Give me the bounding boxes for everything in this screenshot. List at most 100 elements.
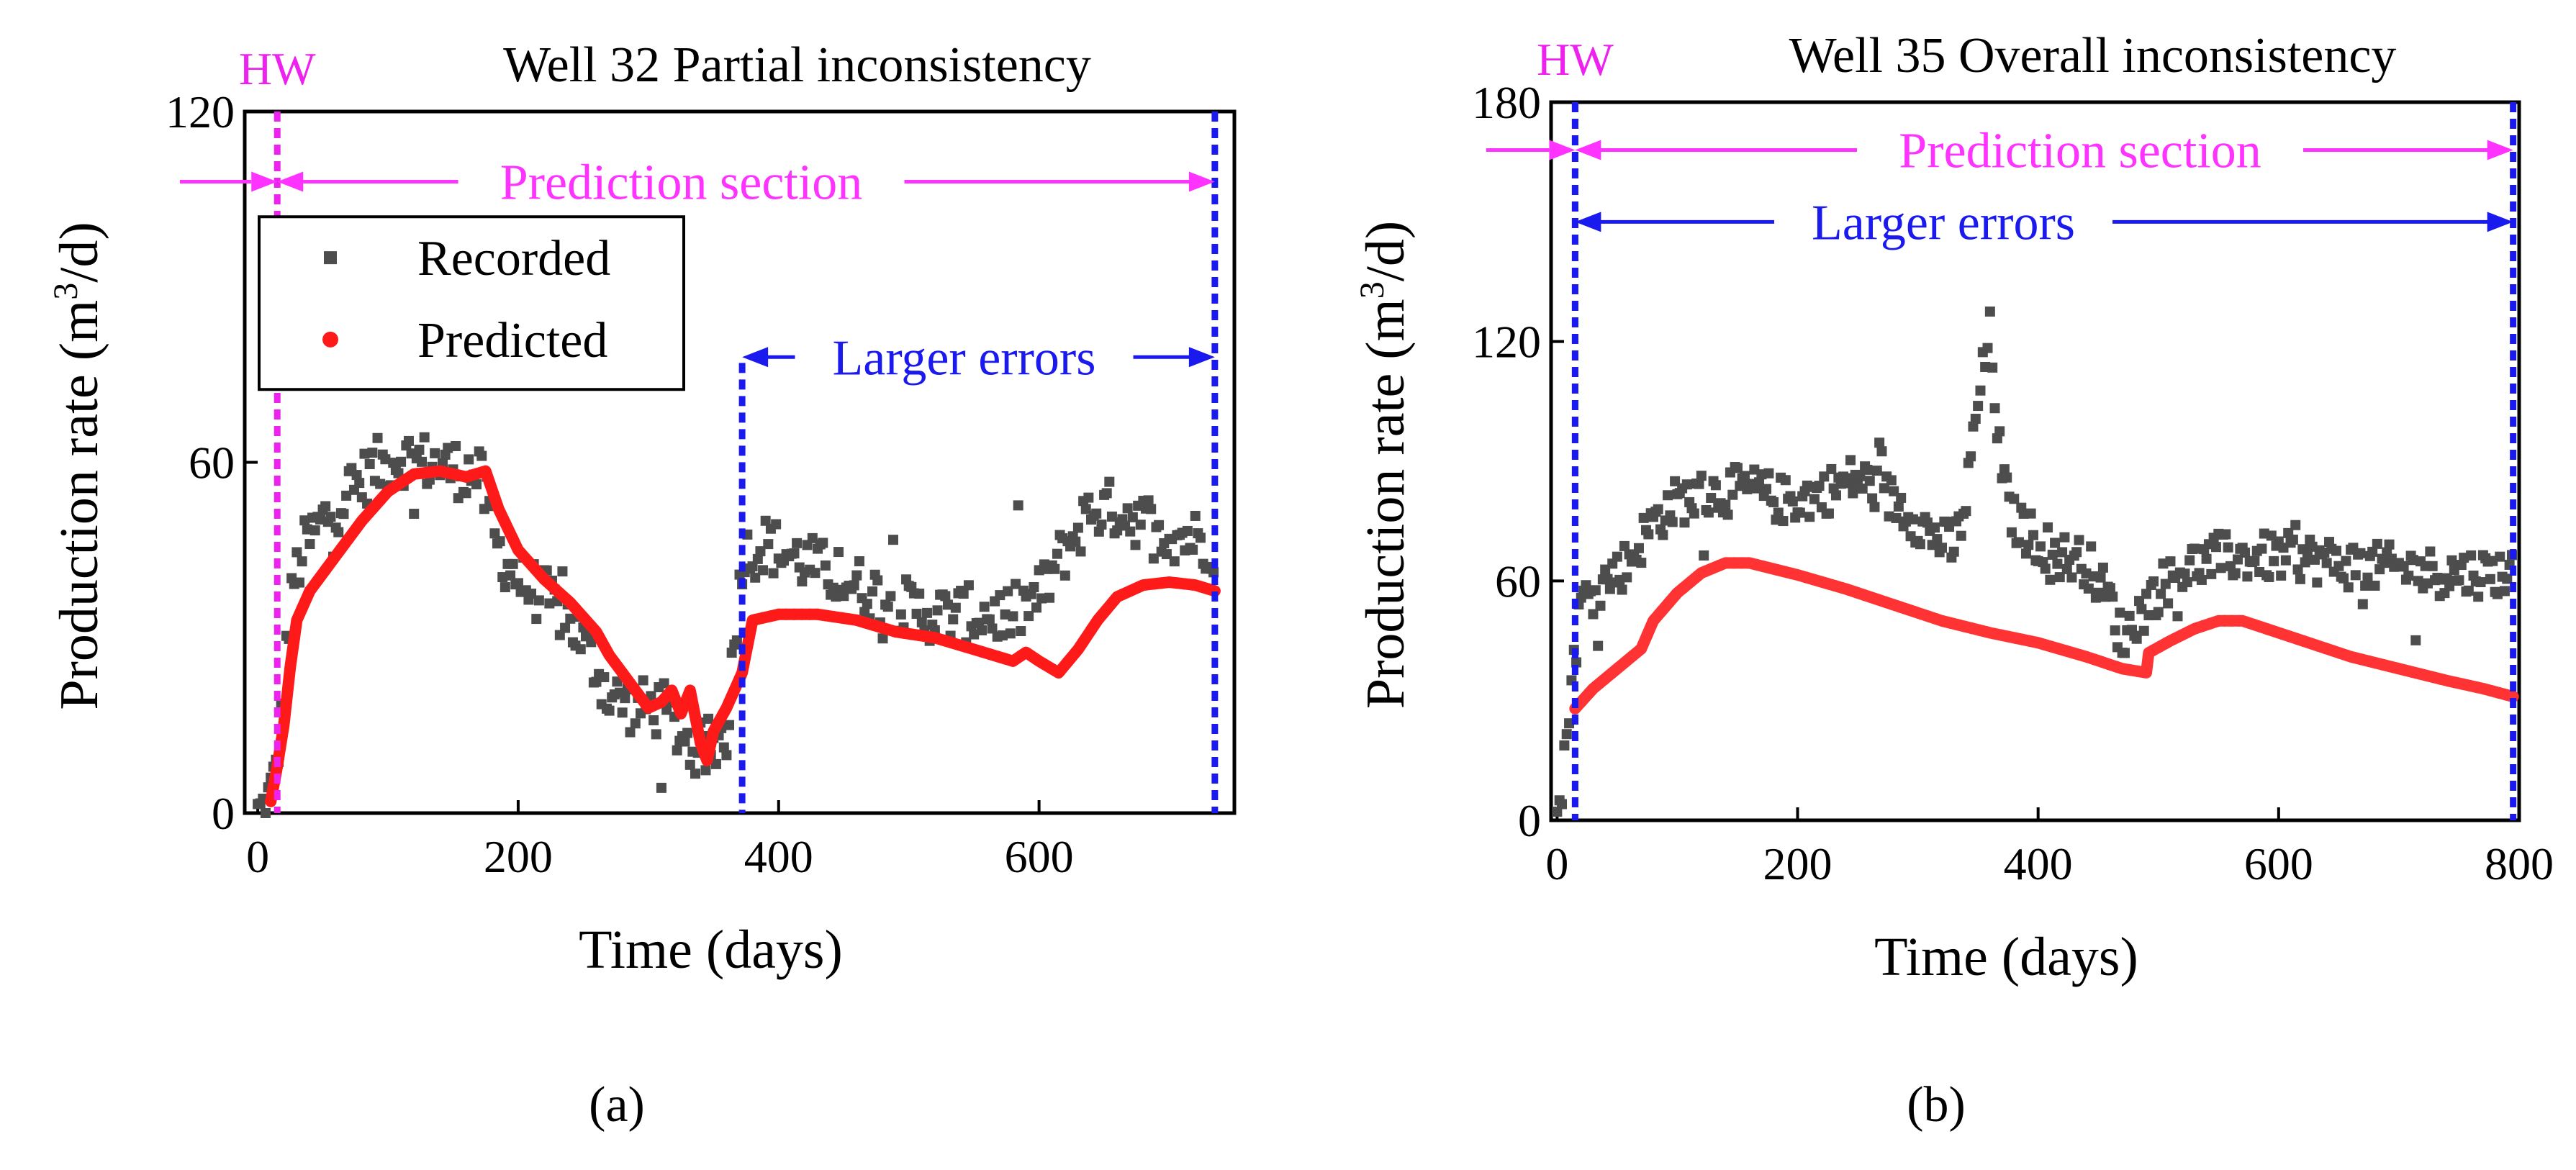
recorded-point bbox=[1780, 475, 1791, 486]
recorded-point bbox=[940, 591, 951, 602]
recorded-point bbox=[1154, 520, 1165, 530]
recorded-point bbox=[1013, 500, 1023, 511]
predicted-point bbox=[374, 494, 387, 507]
recorded-point bbox=[1915, 539, 1925, 550]
recorded-point bbox=[1862, 464, 1873, 475]
recorded-point bbox=[2156, 589, 2166, 599]
recorded-point bbox=[1740, 471, 1750, 481]
recorded-point bbox=[2110, 625, 2120, 636]
recorded-point bbox=[1814, 481, 1825, 491]
recorded-point bbox=[977, 625, 988, 635]
y-axis-label-superscript: 3 bbox=[1353, 281, 1391, 299]
recorded-point bbox=[2107, 591, 2118, 602]
recorded-point bbox=[2160, 579, 2171, 589]
recorded-point bbox=[1768, 496, 1779, 507]
predicted-point bbox=[593, 630, 605, 643]
recorded-point bbox=[914, 589, 925, 599]
recorded-point bbox=[2425, 546, 2436, 557]
recorded-point bbox=[1970, 414, 1981, 425]
chart-panel-a: 0 200 400 600 0 60 120 Time (days) Production ra… bbox=[47, 37, 1237, 1133]
recorded-point bbox=[1083, 492, 1094, 503]
x-axis-label: Time (days) bbox=[1874, 927, 2138, 987]
recorded-point bbox=[1612, 551, 1622, 562]
recorded-point bbox=[849, 580, 859, 591]
recorded-point bbox=[393, 468, 404, 479]
recorded-point bbox=[2372, 538, 2382, 549]
recorded-point bbox=[1778, 516, 1789, 527]
recorded-point bbox=[1643, 529, 1654, 540]
recorded-point bbox=[895, 609, 906, 620]
recorded-point bbox=[403, 435, 414, 446]
recorded-point bbox=[2115, 607, 2125, 618]
recorded-point bbox=[1617, 584, 1627, 595]
recorded-point bbox=[2499, 586, 2510, 597]
x-tick-label: 0 bbox=[1545, 838, 1568, 889]
recorded-point bbox=[325, 512, 336, 522]
recorded-point bbox=[443, 443, 453, 453]
recorded-point bbox=[372, 432, 383, 443]
recorded-point bbox=[533, 595, 544, 606]
chart-panel-b: 0 200 400 600 800 0 60 120 180 Time (days) Product… bbox=[1353, 28, 2554, 1133]
recorded-point bbox=[854, 556, 864, 567]
x-tick-label: 800 bbox=[2485, 838, 2554, 889]
x-tick-label: 400 bbox=[2004, 838, 2073, 889]
recorded-point bbox=[2427, 561, 2438, 571]
predicted-point bbox=[343, 532, 355, 545]
recorded-point bbox=[2350, 570, 2361, 581]
recorded-point bbox=[2054, 572, 2065, 583]
recorded-point bbox=[1011, 579, 1021, 589]
recorded-point bbox=[2360, 580, 2371, 591]
x-axis-label: Time (days) bbox=[579, 920, 843, 980]
x-tick-label: 600 bbox=[1005, 831, 1074, 882]
recorded-point bbox=[1096, 520, 1107, 530]
predicted-point bbox=[663, 687, 675, 699]
recorded-point bbox=[1003, 586, 1013, 597]
recorded-point bbox=[1208, 567, 1219, 578]
recorded-point bbox=[1864, 476, 1875, 486]
recorded-point bbox=[586, 637, 597, 648]
recorded-point bbox=[333, 527, 344, 538]
recorded-point bbox=[979, 602, 990, 612]
y-axis-label-superscript: 3 bbox=[47, 283, 85, 300]
recorded-point bbox=[1794, 507, 1805, 518]
recorded-point bbox=[1703, 507, 1714, 518]
recorded-point bbox=[1869, 502, 1880, 512]
recorded-point bbox=[2189, 543, 2200, 554]
recorded-point bbox=[430, 448, 440, 458]
prediction-section-label: Prediction section bbox=[1899, 124, 2261, 179]
larger-errors-label-bg bbox=[795, 327, 1134, 388]
recorded-point bbox=[1622, 572, 1632, 583]
recorded-point bbox=[1130, 540, 1141, 550]
recorded-point bbox=[2230, 568, 2241, 579]
recorded-point bbox=[2312, 577, 2323, 588]
y-tick-label: 60 bbox=[1495, 555, 1541, 607]
recorded-point bbox=[2097, 562, 2108, 573]
recorded-point bbox=[1694, 479, 1704, 489]
recorded-point bbox=[1787, 496, 1798, 507]
recorded-point bbox=[1052, 548, 1062, 559]
predicted-point bbox=[561, 594, 574, 607]
recorded-point bbox=[726, 648, 737, 658]
recorded-point bbox=[1932, 534, 1943, 545]
recorded-point bbox=[1658, 530, 1668, 540]
recorded-point bbox=[2040, 563, 2051, 574]
y-tick-label: 180 bbox=[1472, 77, 1541, 128]
recorded-point bbox=[750, 572, 761, 583]
recorded-point bbox=[2052, 558, 2063, 569]
recorded-point bbox=[2131, 633, 2142, 644]
recorded-point bbox=[512, 578, 523, 589]
recorded-point bbox=[2398, 561, 2409, 571]
larger-errors-label: Larger errors bbox=[1812, 195, 2075, 250]
recorded-point bbox=[1000, 609, 1011, 620]
recorded-point bbox=[1937, 543, 1948, 553]
recorded-point bbox=[1699, 550, 1709, 561]
predicted-point bbox=[600, 645, 613, 657]
y-tick-label: 0 bbox=[1518, 795, 1541, 846]
recorded-point bbox=[309, 525, 320, 536]
recorded-point bbox=[1984, 306, 1995, 317]
recorded-point bbox=[497, 572, 508, 583]
recorded-point bbox=[2165, 556, 2176, 567]
recorded-point bbox=[297, 556, 307, 567]
recorded-point bbox=[987, 623, 998, 634]
recorded-point bbox=[294, 577, 304, 588]
